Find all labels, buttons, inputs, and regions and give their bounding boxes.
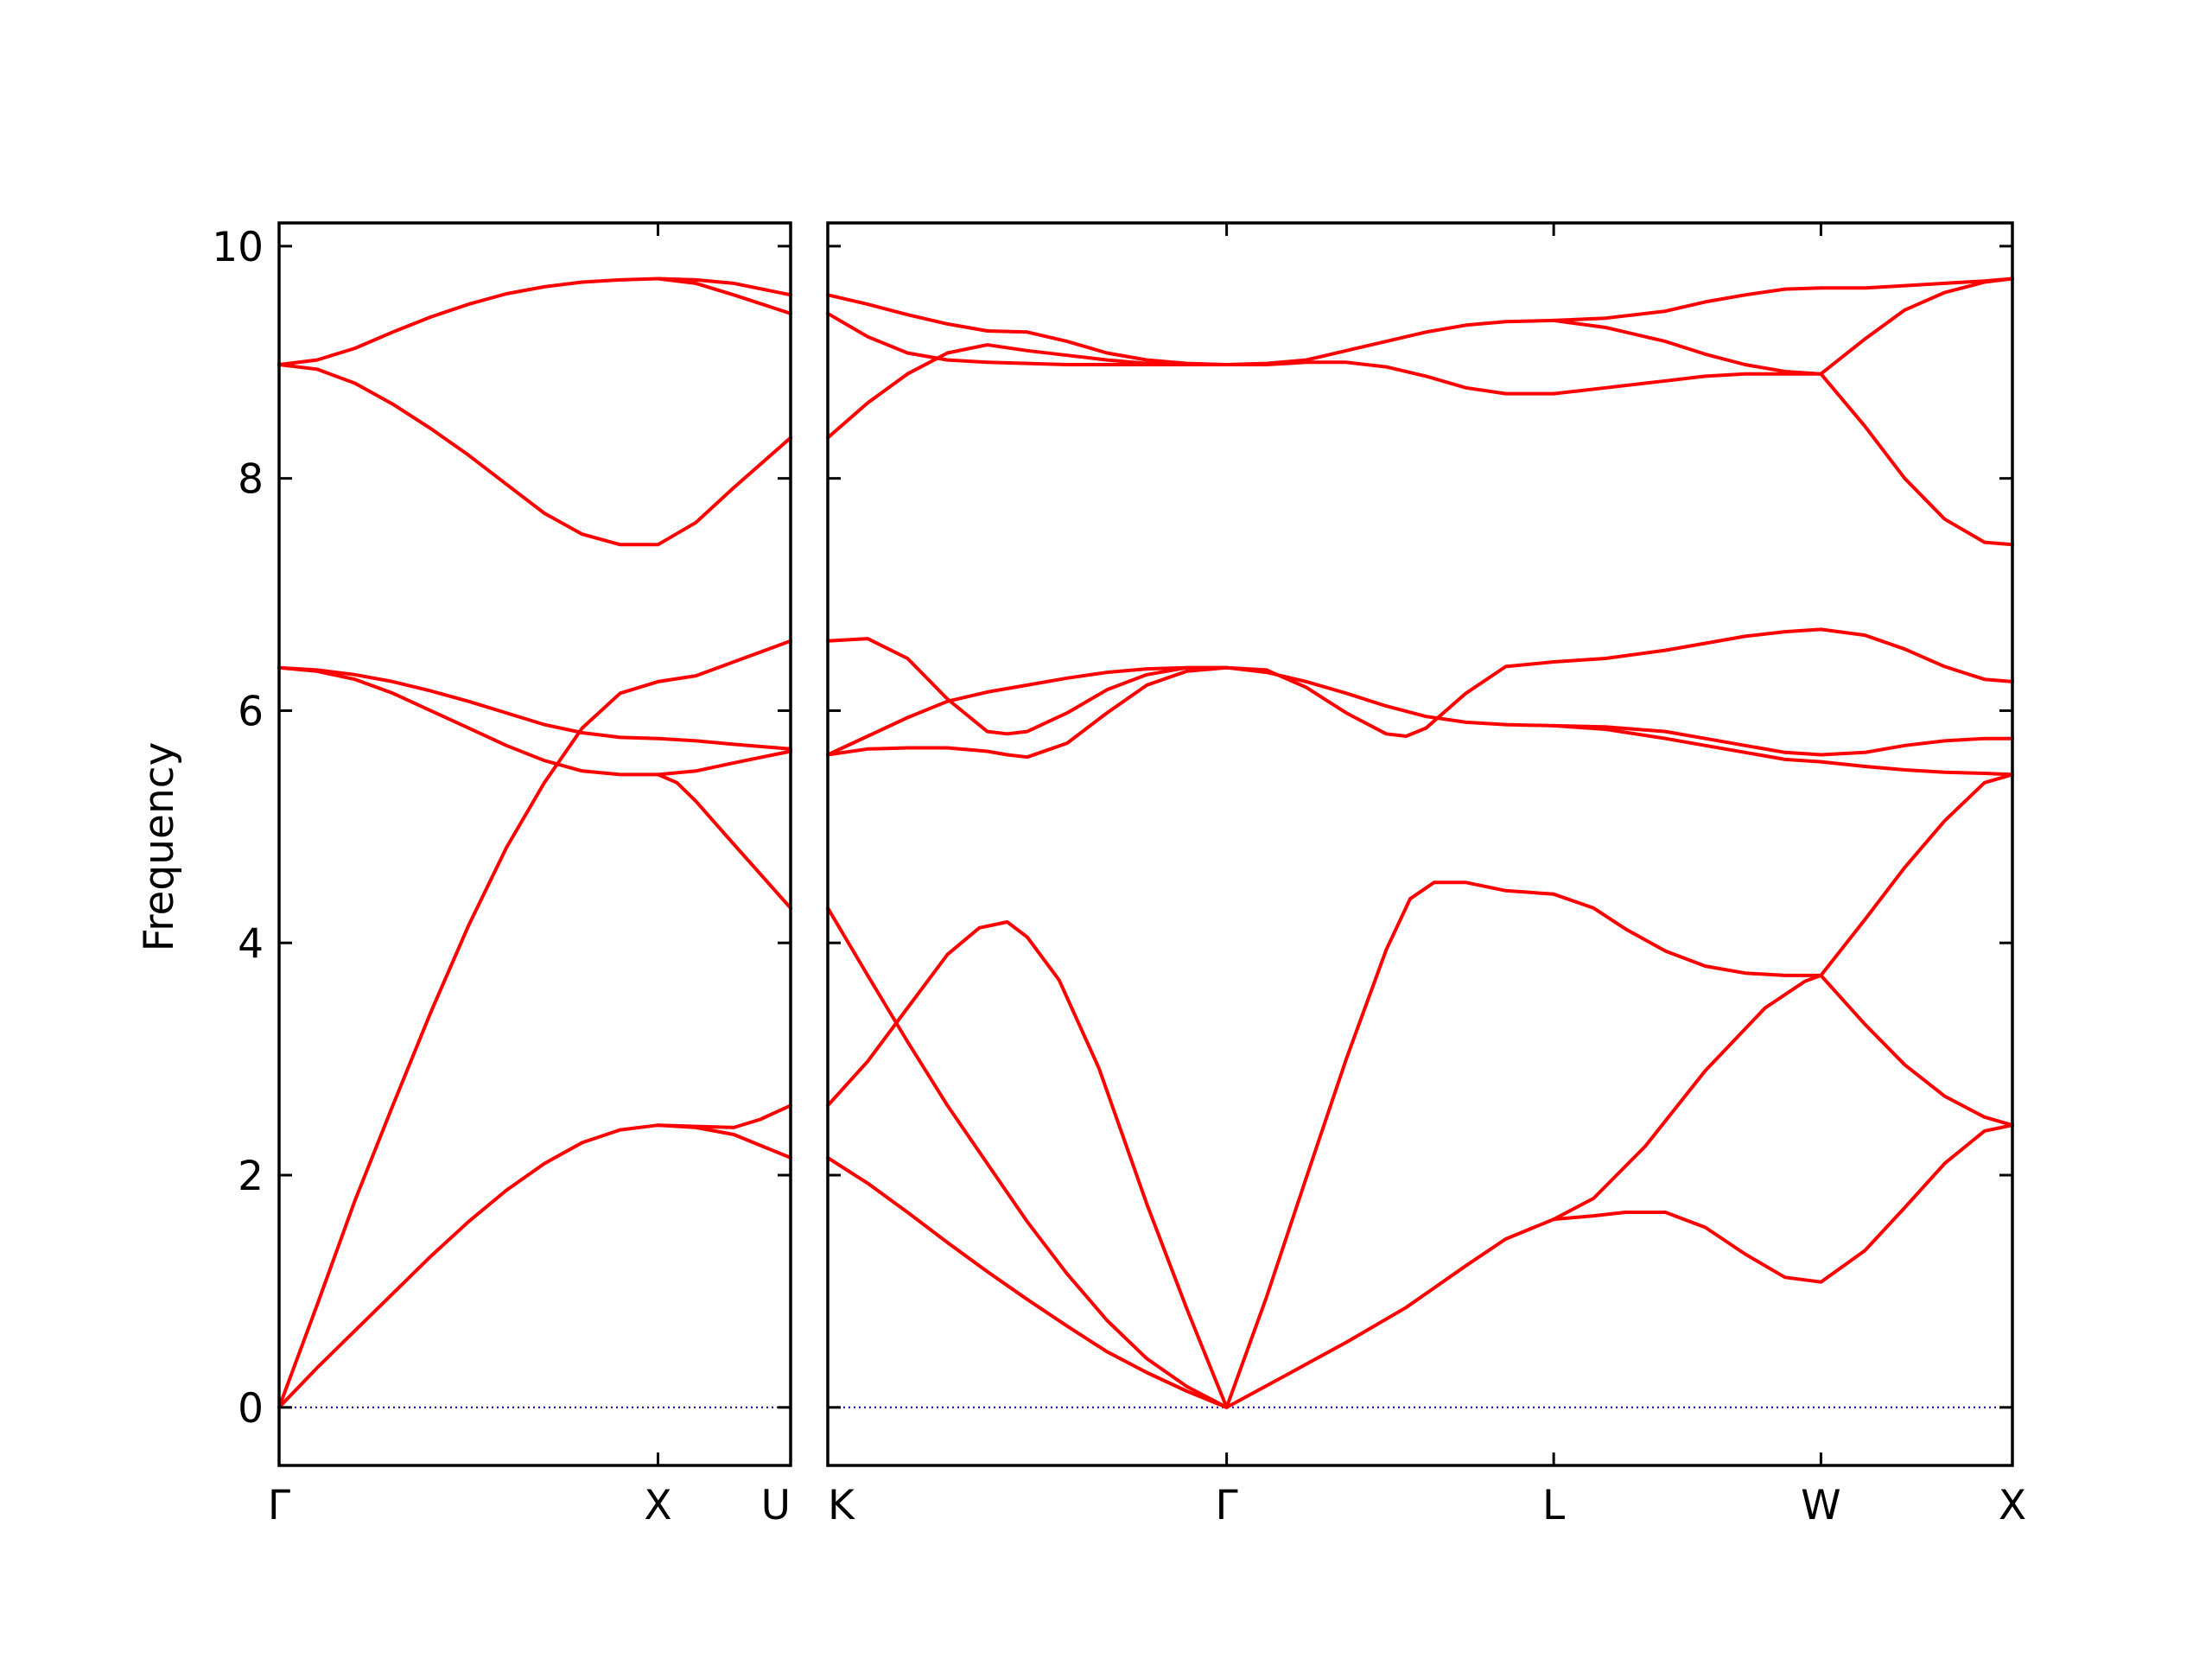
y-tick-label: 4 (238, 920, 264, 968)
band-line (1552, 1123, 2014, 1284)
band-line (1552, 372, 1823, 396)
band-line (277, 1123, 792, 1409)
band-line (826, 906, 1229, 1409)
y-tick-label: 0 (238, 1385, 264, 1433)
band-line (1224, 360, 1556, 396)
panel-1: Γ X U 0 2 4 6 8 10 (212, 221, 792, 1529)
x-tick-label: X (644, 1482, 671, 1529)
band-line (1819, 772, 2014, 977)
band-line (826, 1155, 1556, 1409)
panel-frame (826, 221, 2014, 1467)
x-tick-label: U (761, 1482, 791, 1529)
band-line (277, 363, 792, 547)
band-line (656, 772, 792, 910)
band-line (1819, 276, 2014, 376)
y-tick-label: 2 (238, 1153, 264, 1200)
x-tick-label: Γ (1216, 1482, 1238, 1529)
band-line (826, 665, 1229, 760)
band-line (1224, 660, 1556, 738)
band-line (1552, 318, 1823, 376)
band-line (1552, 627, 2014, 683)
x-tick-label: K (828, 1482, 855, 1529)
band-line (1552, 723, 2014, 777)
band-line (826, 665, 1229, 757)
band-line (1224, 318, 1556, 366)
band-line (1819, 973, 2014, 1128)
x-tick-label: X (1999, 1482, 2026, 1529)
panel-frame (277, 221, 792, 1467)
y-tick-label: 8 (238, 456, 264, 504)
band-line (656, 1103, 792, 1129)
band-line (277, 665, 792, 751)
band-line (826, 311, 1229, 366)
panels: Γ X U 0 2 4 6 8 10 K Γ L W X (212, 221, 2026, 1529)
band-line (656, 639, 792, 683)
band-line (826, 920, 1229, 1409)
x-tick-label: Γ (268, 1482, 290, 1529)
band-line (277, 679, 660, 1409)
band-line (826, 637, 1229, 736)
band-line (1552, 286, 1823, 322)
band-line (277, 276, 792, 366)
band-line (656, 276, 792, 315)
y-tick-label: 6 (238, 688, 264, 735)
band-line (1552, 723, 2014, 757)
band-line (1224, 880, 1823, 1409)
y-axis-label: Frequency (136, 742, 183, 952)
band-line (1819, 372, 2014, 547)
band-line (1224, 665, 1556, 728)
band-line (1552, 973, 1823, 1222)
x-tick-label: L (1542, 1482, 1565, 1529)
y-tick-label: 10 (212, 224, 264, 271)
band-line (826, 293, 1229, 366)
band-line (277, 665, 792, 777)
band-line (826, 343, 1229, 440)
x-tick-label: W (1801, 1482, 1840, 1529)
